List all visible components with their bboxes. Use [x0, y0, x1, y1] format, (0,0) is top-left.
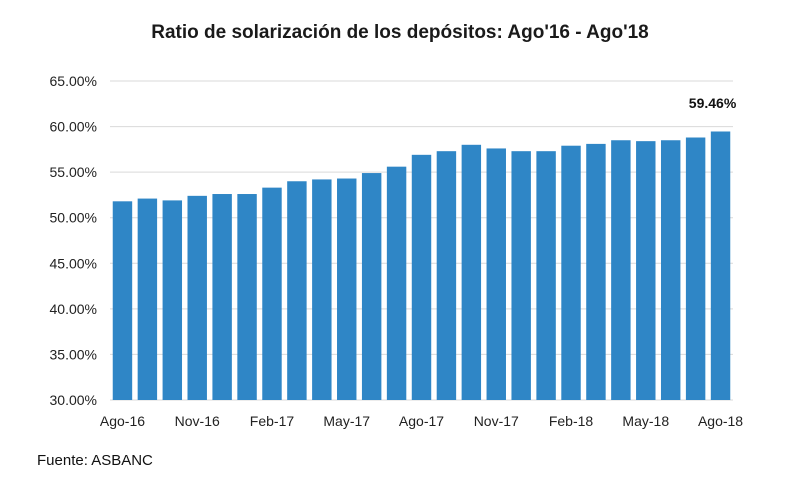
bar [386, 166, 407, 400]
bar [361, 173, 382, 400]
y-tick-label: 45.00% [50, 255, 97, 271]
data-label-last: 59.46% [689, 95, 737, 111]
x-tick-label: Ago-17 [399, 413, 444, 429]
source-note: Fuente: ASBANC [37, 452, 153, 469]
bar [137, 198, 158, 400]
y-tick-label: 50.00% [50, 210, 97, 226]
bar [212, 194, 232, 400]
x-tick-label: Ago-18 [698, 413, 743, 429]
bars [112, 131, 731, 401]
bar [536, 151, 556, 400]
bar [187, 195, 207, 400]
bar [486, 148, 506, 400]
bar [511, 151, 531, 400]
y-tick-label: 60.00% [50, 119, 97, 135]
bar [287, 181, 307, 400]
y-tick-label: 65.00% [50, 73, 97, 89]
bar [162, 200, 183, 400]
y-tick-label: 30.00% [50, 392, 97, 408]
x-tick-label: Nov-17 [474, 413, 519, 429]
x-tick-label: Ago-16 [100, 413, 145, 429]
bar [561, 145, 581, 400]
bar [262, 187, 282, 400]
bar [611, 140, 631, 400]
x-tick-label: Nov-16 [175, 413, 220, 429]
bar [237, 194, 257, 400]
x-tick-label: Feb-17 [250, 413, 295, 429]
data-labels: 59.46% [689, 95, 737, 111]
bar [660, 140, 681, 400]
x-axis: Ago-16 Nov-16 Feb-17 May-17 Ago-17 Nov-17 Feb-… [100, 413, 743, 429]
bar [586, 143, 606, 401]
bar [461, 144, 482, 400]
y-tick-label: 35.00% [50, 346, 97, 362]
x-tick-label: Feb-18 [549, 413, 594, 429]
bar [112, 201, 133, 400]
bar [685, 137, 706, 400]
x-tick-label: May-17 [323, 413, 370, 429]
bar [436, 151, 457, 400]
bar [312, 179, 332, 400]
y-tick-label: 40.00% [50, 301, 97, 317]
x-tick-label: May-18 [622, 413, 669, 429]
bar [337, 178, 357, 400]
y-axis: 30.00% 35.00% 40.00% 45.00% 50.00% 55.00% 60.0… [50, 73, 97, 408]
bar [636, 141, 656, 400]
bar [411, 154, 432, 400]
bar [710, 131, 731, 400]
y-tick-label: 55.00% [50, 164, 97, 180]
chart-title: Ratio de solarización de los depósitos: … [151, 22, 649, 43]
